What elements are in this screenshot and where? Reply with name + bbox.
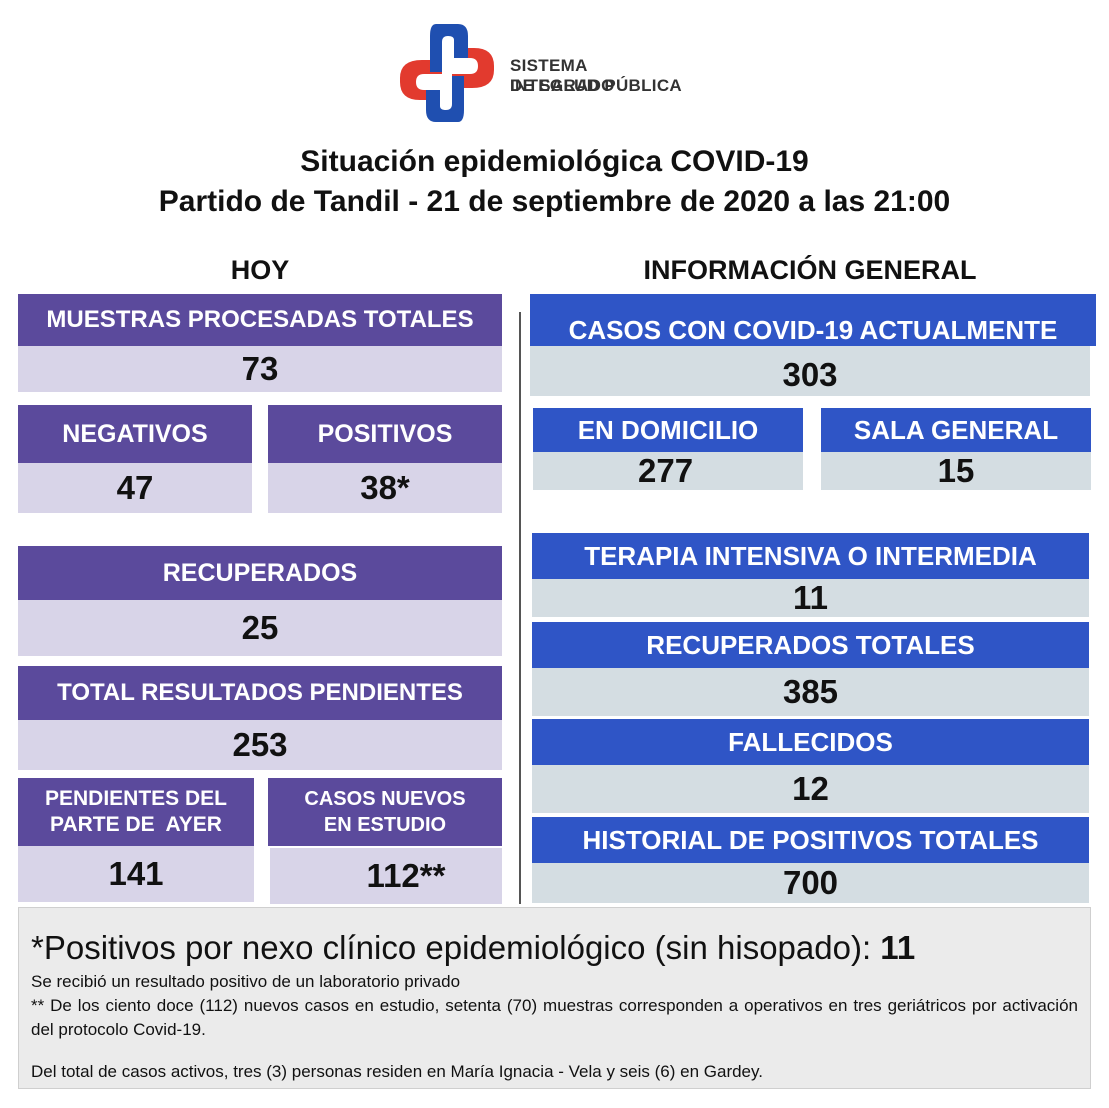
notes-panel: *Positivos por nexo clínico epidemiológi… [18,907,1091,1089]
muestras-value: 73 [18,346,502,392]
activos-value: 303 [530,346,1090,396]
domicilio-label: EN DOMICILIO [533,408,803,452]
sala-value: 15 [821,452,1091,490]
general-heading: INFORMACIÓN GENERAL [643,255,977,285]
pendientes-value: 253 [18,720,502,770]
pendientes-ayer-label: PENDIENTES DEL PARTE DE AYER [18,778,254,846]
sala-label: SALA GENERAL [821,408,1091,452]
domicilio-value: 277 [533,452,803,490]
recuperados-value: 25 [18,600,502,656]
muestras-label: MUESTRAS PROCESADAS TOTALES [18,294,502,346]
logo: SISTEMA INTEGRADO DE SALUD PÚBLICA [392,18,692,128]
positivos-label: POSITIVOS [268,405,502,463]
pendientes-ayer-label-line1: PENDIENTES DEL [44,787,228,810]
historial-label: HISTORIAL DE POSITIVOS TOTALES [532,817,1089,863]
positivos-value: 38* [268,463,502,513]
page-subtitle: Partido de Tandil - 21 de septiembre de … [158,185,951,218]
fallecidos-label: FALLECIDOS [532,719,1089,765]
hoy-heading: HOY [230,255,290,285]
activos-label: CASOS CON COVID-19 ACTUALMENTE [530,294,1096,346]
pendientes-ayer-label-line2: PARTE DE AYER [50,813,222,836]
logo-text-line1: SISTEMA INTEGRADO [510,56,615,95]
note-line-2: ** De los ciento doce (112) nuevos casos… [31,996,1078,1039]
column-divider [519,312,521,904]
casos-nuevos-label-line2: EN ESTUDIO [323,814,447,836]
terapia-label: TERAPIA INTENSIVA O INTERMEDIA [532,533,1089,579]
nexo-value: 11 [880,929,916,966]
terapia-value: 11 [532,579,1089,617]
note-line-3: Del total de casos activos, tres (3) per… [31,1062,763,1081]
recuperados-label: RECUPERADOS [18,546,502,600]
nexo-text: *Positivos por nexo clínico epidemiológi… [31,929,881,966]
note-line-1: Se recibió un resultado positivo de un l… [31,972,461,991]
logo-text-line2: DE SALUD PÚBLICA [510,76,682,95]
fallecidos-value: 12 [532,765,1089,813]
pendientes-ayer-value: 141 [18,846,254,902]
negativos-label: NEGATIVOS [18,405,252,463]
casos-nuevos-label-line1: CASOS NUEVOS [304,788,466,810]
negativos-value: 47 [18,463,252,513]
historial-value: 700 [532,863,1089,903]
recuperados-totales-value: 385 [532,668,1089,716]
pendientes-label: TOTAL RESULTADOS PENDIENTES [18,666,502,720]
casos-nuevos-value: 112** [270,848,502,904]
health-system-logo-icon [400,24,494,122]
page-title: Situación epidemiológica COVID-19 [300,145,809,178]
casos-nuevos-label: CASOS NUEVOS EN ESTUDIO [268,778,502,846]
nexo-line: *Positivos por nexo clínico epidemiológi… [31,928,1078,968]
recuperados-totales-label: RECUPERADOS TOTALES [532,622,1089,668]
